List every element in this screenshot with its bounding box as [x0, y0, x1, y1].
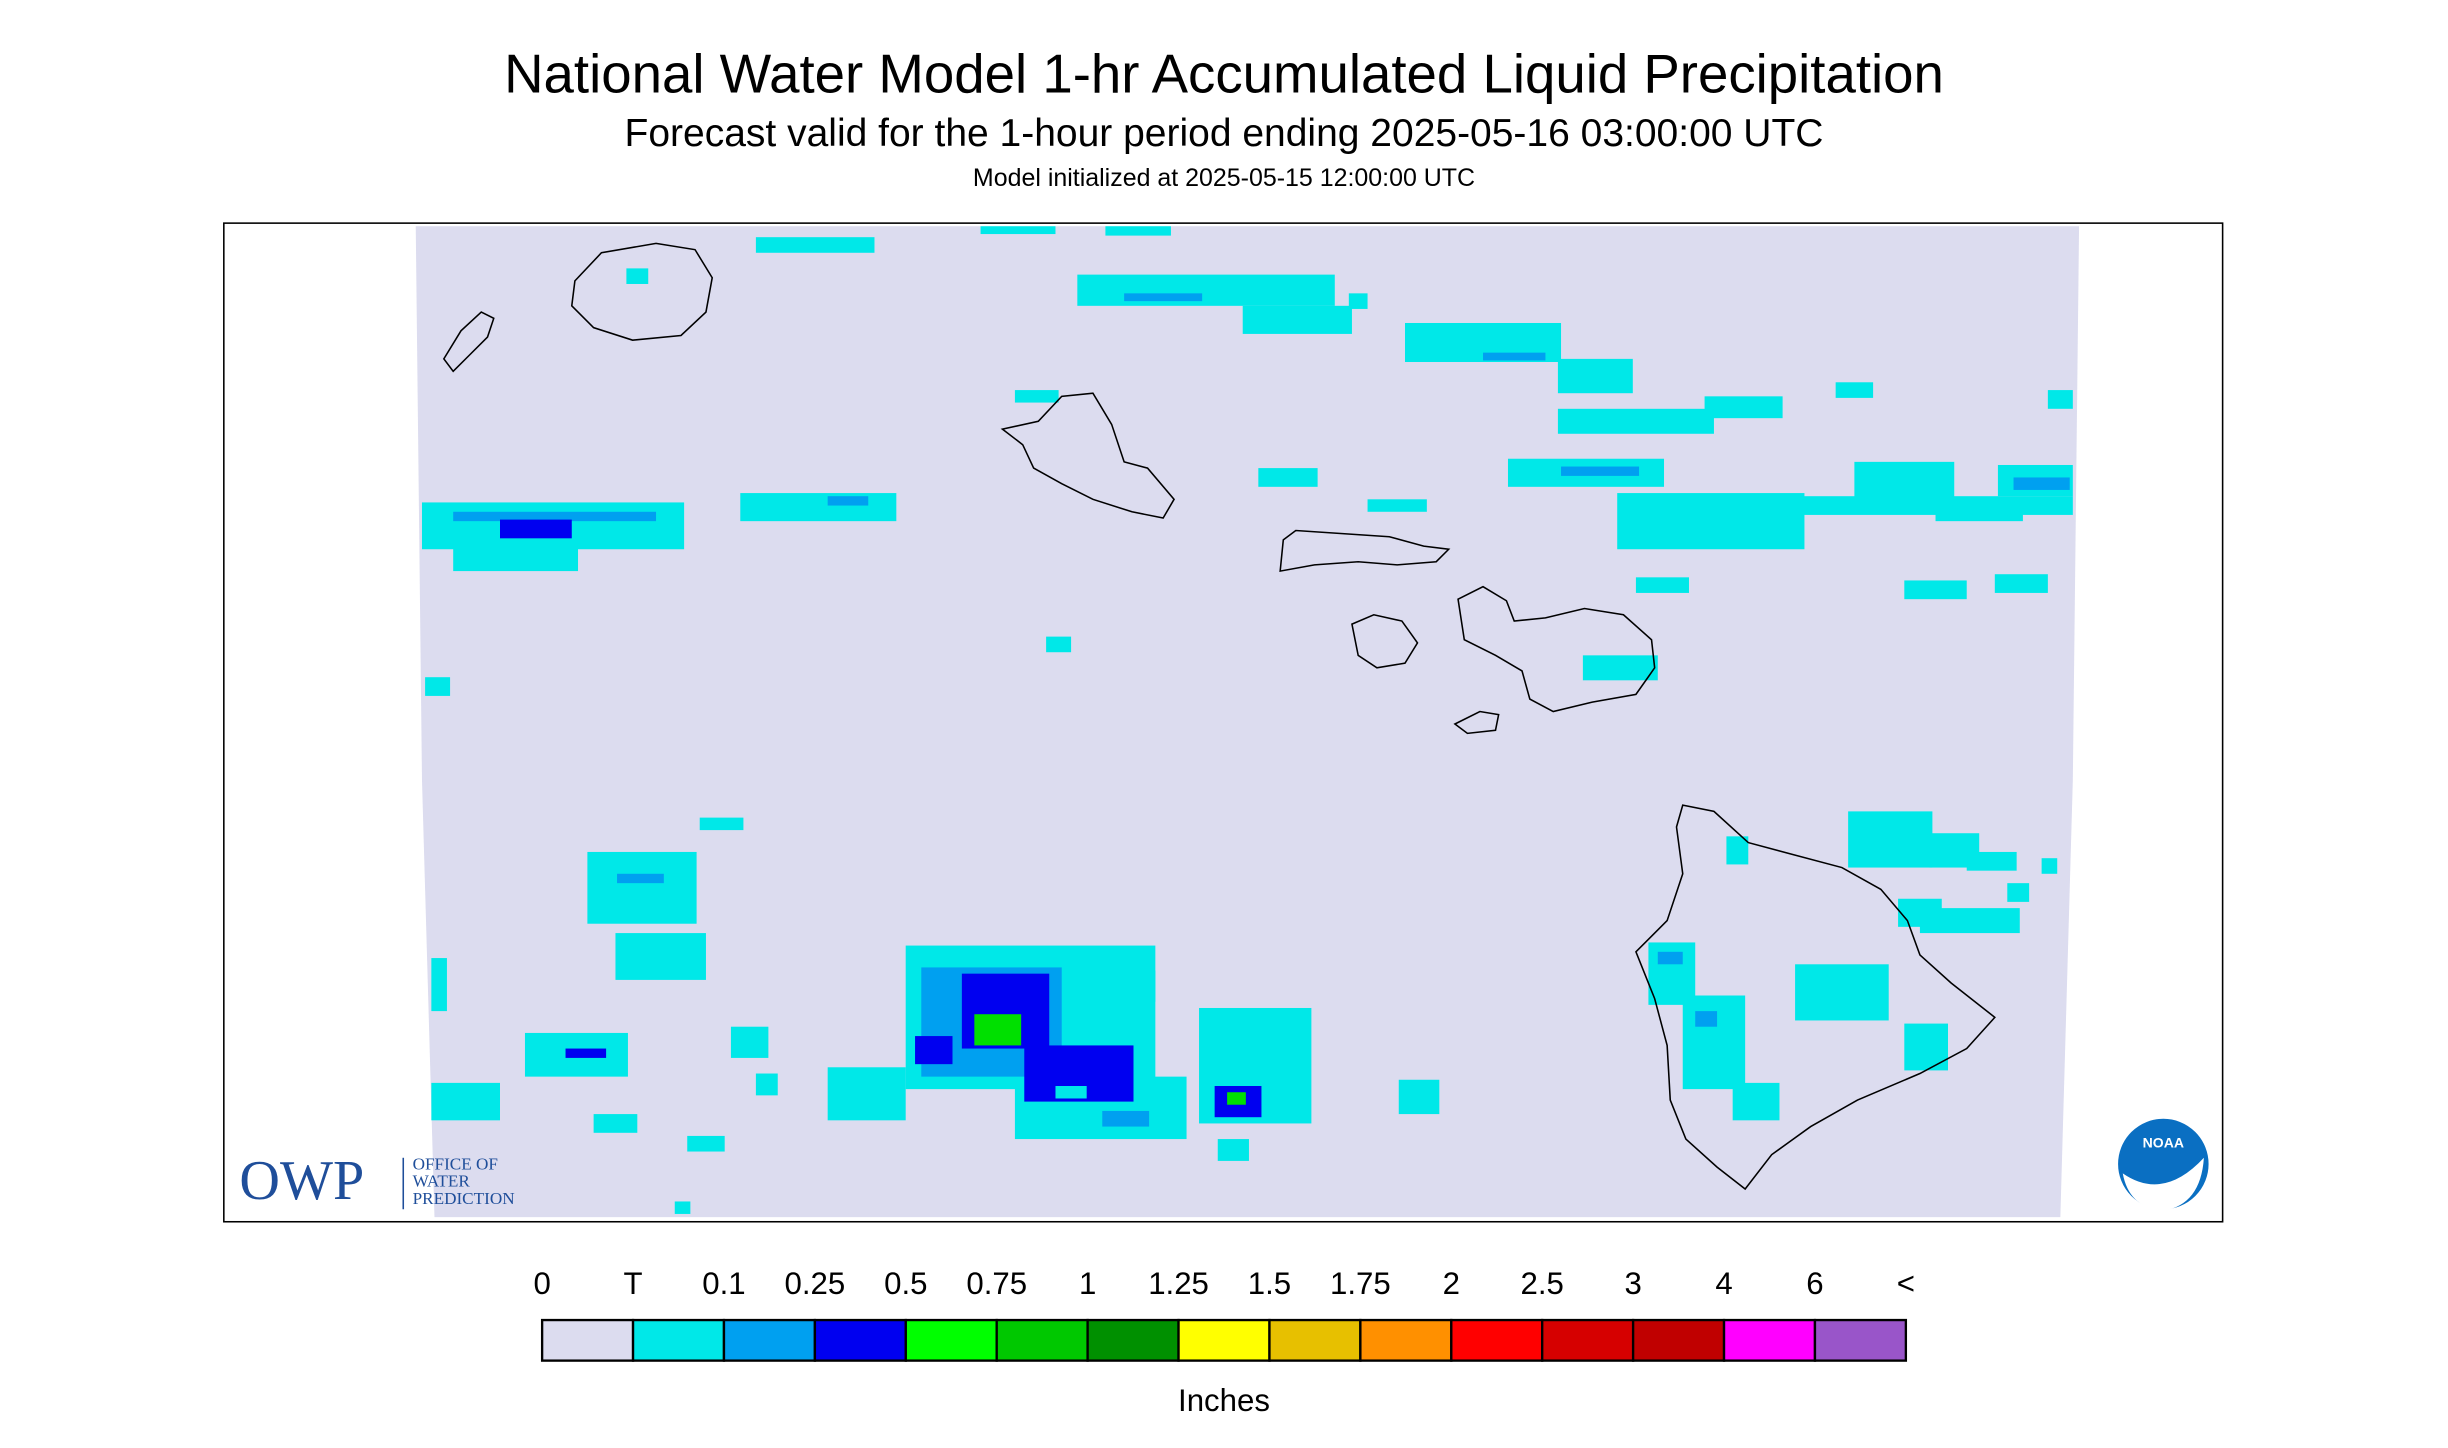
legend-label: 4 [1715, 1266, 1732, 1301]
legend-label: 1 [1079, 1266, 1096, 1301]
color-swatch [540, 1318, 635, 1362]
legend-label: 2 [1443, 1266, 1460, 1301]
color-legend: Inches 0 T 0.1 0.25 0.5 0.75 1 1.25 1.5 1.75 2 2.5 3… [533, 1266, 1915, 1418]
color-swatch [813, 1318, 907, 1362]
owp-text: WATER [413, 1172, 471, 1191]
color-swatch [631, 1318, 726, 1362]
precip-field [421, 226, 2073, 1214]
legend-label: 1.25 [1148, 1266, 1209, 1301]
color-swatch [1813, 1318, 1908, 1362]
owp-logo: OWP OFFICE OF WATER PREDICTION [239, 1150, 514, 1212]
legend-label: < [1897, 1266, 1915, 1301]
legend-label: T [624, 1266, 643, 1301]
legend-label: 3 [1624, 1266, 1641, 1301]
coastlines [442, 242, 1996, 1191]
color-swatch [1268, 1318, 1362, 1362]
color-swatch [1541, 1318, 1635, 1362]
color-swatch [1722, 1318, 1817, 1362]
color-swatch [995, 1318, 1089, 1362]
legend-label: 2.5 [1521, 1266, 1564, 1301]
color-swatch [1086, 1318, 1180, 1362]
color-swatch [1631, 1318, 1726, 1362]
legend-label: 1.5 [1248, 1266, 1291, 1301]
title: National Water Model 1-hr Accumulated Li… [504, 43, 1944, 104]
color-swatch [1450, 1318, 1544, 1362]
color-swatch [904, 1318, 998, 1362]
legend-label: 0.25 [785, 1266, 846, 1301]
owp-text: PREDICTION [413, 1189, 515, 1208]
legend-label: 0.5 [884, 1266, 927, 1301]
legend-label: 0 [533, 1266, 550, 1301]
legend-units: Inches [1178, 1383, 1270, 1418]
noaa-logo: NOAA [2114, 1115, 2212, 1213]
color-swatch [1359, 1318, 1453, 1362]
noaa-text: NOAA [2143, 1134, 2184, 1150]
subtitle: Forecast valid for the 1-hour period end… [625, 112, 1824, 155]
legend-label: 0.75 [966, 1266, 1027, 1301]
owp-text: OFFICE OF [413, 1155, 498, 1174]
init-time: Model initialized at 2025-05-15 12:00:00… [973, 164, 1475, 192]
color-swatch [722, 1318, 817, 1362]
legend-label: 0.1 [702, 1266, 745, 1301]
legend-label: 6 [1806, 1266, 1823, 1301]
owp-mark: OWP [239, 1150, 364, 1212]
map: OWP OFFICE OF WATER PREDICTION NOAA [223, 222, 2224, 1223]
legend-label: 1.75 [1330, 1266, 1391, 1301]
color-swatch [1177, 1318, 1271, 1362]
